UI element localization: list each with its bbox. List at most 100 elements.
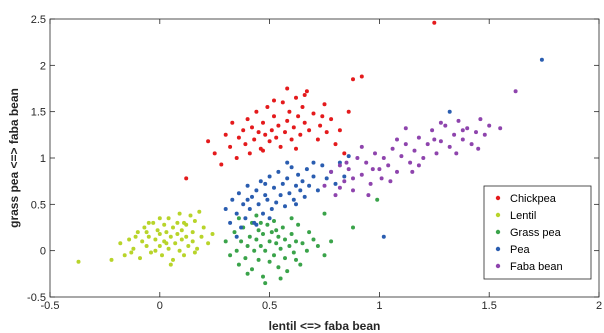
- data-point: [329, 169, 334, 174]
- data-point: [311, 111, 316, 116]
- data-point: [149, 250, 153, 255]
- data-point: [278, 246, 283, 251]
- data-point: [333, 193, 338, 198]
- data-point: [133, 234, 138, 239]
- data-point: [252, 137, 257, 142]
- x-tick-label: 1.5: [482, 300, 497, 312]
- data-point: [243, 256, 248, 261]
- data-point: [138, 256, 142, 261]
- data-point: [351, 77, 355, 82]
- data-point: [184, 176, 189, 181]
- data-point: [230, 197, 235, 202]
- data-point: [274, 228, 279, 233]
- data-point: [175, 220, 180, 225]
- data-point: [416, 163, 421, 168]
- data-point: [368, 181, 373, 186]
- data-point: [304, 248, 309, 253]
- data-point: [278, 276, 283, 281]
- data-point: [234, 234, 239, 239]
- data-point: [166, 246, 171, 251]
- data-point: [307, 230, 312, 235]
- data-point: [274, 241, 279, 246]
- data-point: [276, 169, 281, 174]
- data-point: [199, 234, 204, 239]
- data-point: [157, 216, 162, 221]
- data-point: [456, 118, 461, 123]
- data-point: [186, 244, 191, 248]
- data-point: [421, 156, 426, 160]
- data-point: [375, 197, 380, 202]
- data-point: [412, 148, 417, 153]
- data-point: [287, 244, 292, 248]
- data-point: [267, 239, 272, 244]
- data-point: [129, 250, 134, 255]
- data-point: [267, 216, 272, 221]
- data-point: [289, 165, 294, 170]
- data-point: [324, 176, 329, 181]
- data-point: [177, 248, 182, 253]
- data-point: [465, 126, 470, 131]
- data-point: [151, 220, 156, 225]
- data-point: [182, 220, 186, 225]
- legend-label: Pea: [510, 244, 530, 256]
- data-point: [245, 183, 250, 188]
- x-tick-label: -0.5: [41, 300, 60, 312]
- data-point: [267, 139, 272, 144]
- data-point: [482, 132, 487, 137]
- data-point: [320, 163, 325, 168]
- data-point: [294, 239, 298, 244]
- data-point: [333, 181, 338, 186]
- data-point: [322, 253, 327, 258]
- data-point: [76, 259, 81, 264]
- data-point: [236, 216, 241, 221]
- data-point: [381, 156, 386, 160]
- y-tick-label: -0.5: [27, 292, 46, 304]
- data-point: [234, 248, 239, 253]
- legend-marker: [495, 229, 501, 235]
- y-axis-label: grass pea <=> faba bean: [7, 88, 21, 228]
- series-grass-pea: [223, 197, 380, 286]
- data-point: [269, 230, 274, 235]
- data-point: [261, 148, 265, 153]
- data-point: [247, 151, 252, 156]
- data-point: [188, 213, 193, 218]
- data-point: [155, 228, 160, 233]
- data-point: [232, 230, 237, 235]
- data-point: [247, 234, 252, 239]
- data-points: [76, 20, 544, 286]
- data-point: [379, 176, 384, 181]
- data-point: [146, 220, 151, 225]
- data-point: [168, 234, 173, 239]
- data-point: [254, 222, 259, 227]
- data-point: [403, 126, 408, 131]
- data-point: [265, 105, 270, 109]
- data-point: [311, 174, 316, 179]
- data-point: [274, 200, 279, 205]
- legend-entries: Chickpea Lentil Grass pea Pea Faba bean: [495, 193, 563, 273]
- data-point: [109, 257, 114, 262]
- legend-marker: [495, 212, 501, 218]
- data-point: [261, 232, 265, 236]
- data-point: [298, 262, 303, 267]
- data-point: [390, 146, 395, 151]
- x-tick-label: 2: [596, 300, 602, 312]
- data-point: [261, 120, 265, 125]
- data-point: [447, 109, 452, 114]
- data-point: [304, 167, 309, 172]
- x-tick-label: 0.5: [262, 300, 277, 312]
- data-point: [276, 234, 281, 239]
- data-point: [206, 139, 211, 144]
- legend-marker: [495, 263, 501, 269]
- data-point: [254, 237, 259, 242]
- data-point: [346, 167, 351, 172]
- data-point: [223, 239, 228, 244]
- data-point: [241, 128, 246, 133]
- data-point: [276, 123, 281, 128]
- data-point: [460, 128, 465, 133]
- data-point: [157, 244, 162, 248]
- data-point: [438, 120, 443, 125]
- data-point: [162, 222, 167, 227]
- data-point: [333, 142, 338, 147]
- data-point: [127, 237, 132, 242]
- data-point: [474, 130, 478, 135]
